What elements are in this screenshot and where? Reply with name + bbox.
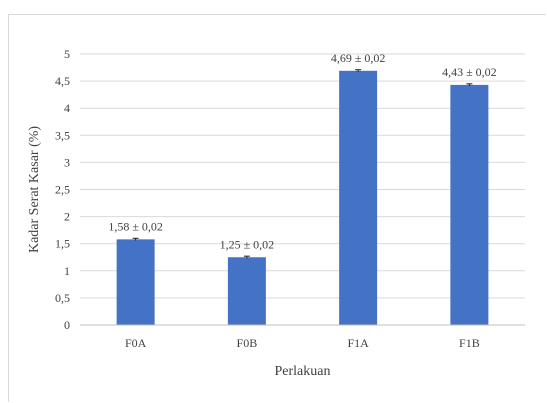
y-tick-label: 0,5 xyxy=(55,291,70,305)
data-labels: 1,58 ± 0,02 1,25 ± 0,02 4,69 ± 0,02 4,43 ± … xyxy=(108,51,496,251)
x-tick-label: F1A xyxy=(347,336,369,350)
y-tick-label: 2,5 xyxy=(55,183,70,197)
y-tick-label: 3 xyxy=(64,155,70,169)
bar xyxy=(116,239,155,325)
y-axis-ticks: 0 0,5 1 1,5 2 2,5 3 3,5 4 4,5 5 xyxy=(55,47,70,332)
data-label: 4,43 ± 0,02 xyxy=(442,65,497,79)
y-tick-label: 2 xyxy=(64,210,70,224)
error-bars xyxy=(132,69,473,259)
x-axis-title: Perlakuan xyxy=(275,364,331,379)
x-tick-label: F0A xyxy=(125,336,147,350)
x-axis-ticks: F0A F0B F1A F1B xyxy=(125,336,480,350)
x-tick-label: F0B xyxy=(237,336,258,350)
y-tick-label: 1 xyxy=(64,264,70,278)
data-label: 1,58 ± 0,02 xyxy=(108,219,163,233)
y-tick-label: 4 xyxy=(64,101,70,115)
bars xyxy=(116,70,489,325)
data-label: 1,25 ± 0,02 xyxy=(220,237,275,251)
bar xyxy=(339,70,378,325)
y-tick-label: 4,5 xyxy=(55,74,70,88)
y-tick-label: 0 xyxy=(64,318,70,332)
chart-frame xyxy=(8,14,546,402)
bar xyxy=(450,84,489,325)
bar xyxy=(227,257,266,325)
y-tick-label: 1,5 xyxy=(55,237,70,251)
x-tick-label: F1B xyxy=(459,336,480,350)
y-axis-title: Kadar Serat Kasar (%) xyxy=(27,126,42,253)
y-tick-label: 5 xyxy=(64,47,70,61)
data-label: 4,69 ± 0,02 xyxy=(331,51,386,65)
y-tick-label: 3,5 xyxy=(55,128,70,142)
